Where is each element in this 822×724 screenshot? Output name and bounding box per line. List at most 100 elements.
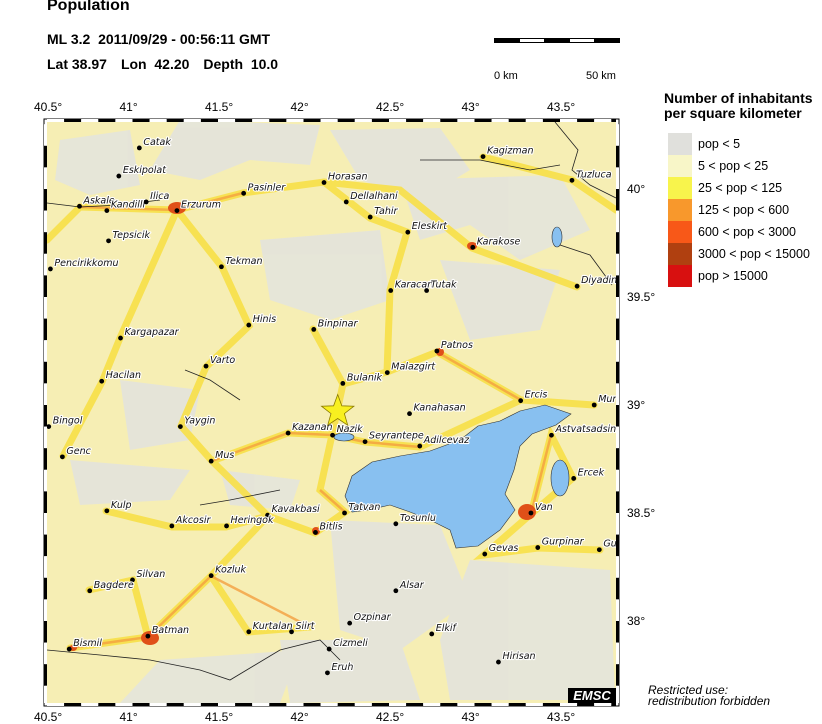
city-kazanan[interactable]: Kazanan [285, 421, 334, 436]
city-elkif[interactable]: Elkif [429, 622, 459, 637]
city-kavakbasi[interactable]: Kavakbasi [265, 503, 321, 518]
map-title: Population [47, 0, 130, 14]
city-adilcevaz[interactable]: Adilcevaz [417, 434, 471, 449]
city-seyrantepe[interactable]: Seyrantepe [362, 430, 425, 445]
city-bismil[interactable]: Bismil [66, 637, 103, 652]
city-siirt[interactable]: Siirt [289, 620, 317, 635]
city-dot-icon [116, 173, 122, 179]
city-karakose[interactable]: Karakose [470, 235, 522, 250]
city-label: Pencirikkomu [54, 258, 118, 269]
city-hacilan[interactable]: Hacilan [99, 369, 142, 384]
city-eskipolat[interactable]: Eskipolat [116, 164, 168, 179]
city-dot-icon [48, 266, 53, 272]
legend-label: 125 < pop < 600 [698, 203, 790, 217]
city-kargapazar[interactable]: Kargapazar [118, 326, 181, 341]
city-dot-icon [569, 177, 575, 183]
city-astvatsadsin[interactable]: Astvatsadsin [549, 423, 616, 438]
city-label: Nazik [337, 424, 364, 435]
city-dot-icon [325, 670, 330, 676]
city-hinis[interactable]: Hinis [246, 313, 277, 328]
city-kanahasan[interactable]: Kanahasan [407, 402, 467, 417]
city-label: Genc [66, 446, 91, 457]
city-gevas[interactable]: Gevas [482, 542, 520, 557]
city-ercek[interactable]: Ercek [571, 466, 606, 481]
city-label: Mur [598, 394, 617, 405]
city-ercis[interactable]: Ercis [518, 389, 549, 404]
city-silvan[interactable]: Silvan [130, 568, 166, 583]
city-dellalhani[interactable]: Dellalhani [343, 190, 399, 205]
city-patnos[interactable]: Patnos [434, 339, 474, 354]
city-binpinar[interactable]: Binpinar [311, 317, 360, 332]
city-yaygin[interactable]: Yaygin [177, 415, 217, 429]
city-bingol[interactable]: Bingol [46, 415, 84, 429]
city-tahir[interactable]: Tahir [367, 205, 400, 220]
city-bulanik[interactable]: Bulanik [340, 371, 384, 386]
city-dot-icon [480, 154, 486, 160]
city-horasan[interactable]: Horasan [321, 170, 369, 185]
city-tutak[interactable]: Tutak [424, 278, 458, 293]
city-karacan[interactable]: Karacan [388, 278, 434, 293]
city-label: Mus [215, 450, 234, 461]
city-nazik[interactable]: Nazik [330, 423, 364, 438]
lon-tick-label-bottom: 41° [119, 710, 138, 724]
city-dot-icon [417, 443, 423, 449]
city-kozluk[interactable]: Kozluk [208, 564, 248, 579]
city-gurpinar[interactable]: Gurpinar [535, 535, 586, 550]
sparse-areas [55, 122, 615, 703]
city-label: Ercek [578, 467, 605, 478]
city-erzurum[interactable]: Erzurum [174, 199, 222, 214]
city-heringok[interactable]: Heringok [224, 514, 275, 529]
city-pasinler[interactable]: Pasinler [241, 181, 287, 196]
city-kurtalan[interactable]: Kurtalan [246, 620, 294, 635]
city-ozpinar[interactable]: Ozpinar [347, 611, 393, 626]
city-catak[interactable]: Catak [136, 136, 172, 151]
city-eruh[interactable]: Eruh [325, 661, 354, 676]
city-van[interactable]: Van [528, 501, 554, 516]
city-dot-icon [591, 402, 597, 408]
legend-label: 600 < pop < 3000 [698, 225, 797, 239]
epicenter-star-icon[interactable] [320, 393, 356, 427]
city-akcosir[interactable]: Akcosir [169, 514, 213, 529]
event-depth: Depth 10.0 [203, 56, 279, 72]
city-dot-icon [104, 208, 110, 214]
city-genc[interactable]: Genc [59, 445, 93, 460]
city-kandilli[interactable]: Kandilli [104, 199, 147, 214]
city-label: Bingol [53, 416, 83, 427]
city-batman[interactable]: Batman [145, 624, 190, 639]
lon-tick-label-top: 41.5° [205, 100, 234, 114]
city-dot-icon [574, 283, 580, 289]
city-askale[interactable]: Askale [77, 194, 116, 209]
city-gu[interactable]: Gu [596, 538, 617, 553]
city-bitlis[interactable]: Bitlis [313, 520, 344, 535]
city-label: Varto [210, 355, 235, 366]
city-kulp[interactable]: Kulp [104, 499, 133, 514]
city-label: Alsar [399, 580, 425, 591]
city-diyadin[interactable]: Diyadin [574, 274, 617, 289]
city-pencirikkomu[interactable]: Pencirikkomu [48, 257, 120, 272]
city-alsar[interactable]: Alsar [393, 579, 426, 594]
city-mur[interactable]: Mur [591, 393, 618, 408]
city-label: Ilica [150, 191, 169, 202]
city-varto[interactable]: Varto [203, 354, 236, 369]
city-dot-icon [596, 547, 602, 553]
city-malazgirt[interactable]: Malazgirt [384, 361, 437, 375]
city-tatvan[interactable]: Tatvan [342, 501, 381, 516]
city-label: Seyrantepe [369, 431, 424, 442]
legend-item: pop < 5 [668, 133, 810, 155]
city-tuzluca[interactable]: Tuzluca [569, 168, 613, 183]
city-mus[interactable]: Mus [208, 449, 235, 464]
city-tekman[interactable]: Tekman [219, 255, 264, 270]
lake-van [344, 404, 572, 549]
lon-tick-label-bottom: 43° [461, 710, 480, 724]
city-cizmeli[interactable]: Cizmeli [326, 637, 369, 652]
city-tepsicik[interactable]: Tepsicik [106, 229, 152, 244]
city-tosunlu[interactable]: Tosunlu [393, 512, 437, 527]
city-bagdere[interactable]: Bagdere [87, 579, 135, 594]
legend-item: 125 < pop < 600 [668, 199, 810, 221]
city-eleskirt[interactable]: Eleskirt [405, 220, 449, 235]
city-ilica[interactable]: Ilica [143, 190, 171, 205]
city-kagizman[interactable]: Kagizman [480, 145, 535, 160]
city-hirisan[interactable]: Hirisan [496, 650, 537, 665]
